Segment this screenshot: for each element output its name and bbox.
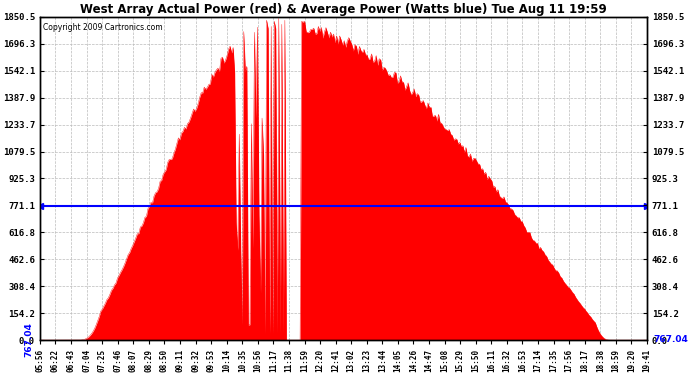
Text: Copyright 2009 Cartronics.com: Copyright 2009 Cartronics.com — [43, 23, 163, 32]
Title: West Array Actual Power (red) & Average Power (Watts blue) Tue Aug 11 19:59: West Array Actual Power (red) & Average … — [80, 3, 607, 16]
Text: 767.04: 767.04 — [25, 322, 34, 357]
Text: 767.04: 767.04 — [653, 336, 688, 345]
